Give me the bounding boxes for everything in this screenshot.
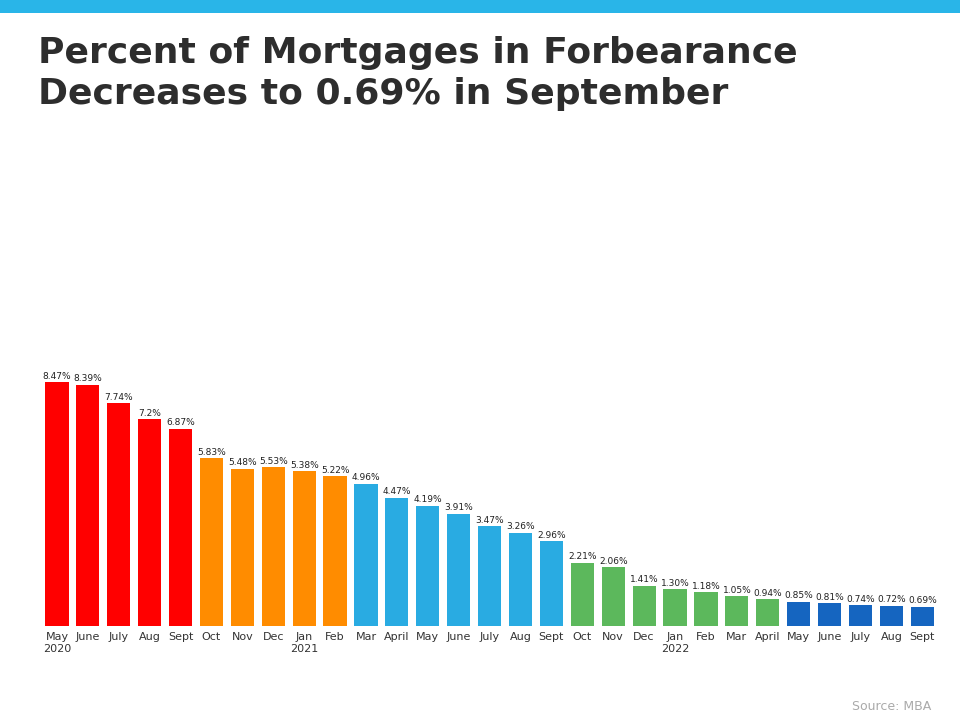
Bar bbox=[571, 563, 594, 626]
Text: Source: MBA: Source: MBA bbox=[852, 700, 931, 713]
Bar bbox=[756, 599, 780, 626]
Text: 1.30%: 1.30% bbox=[660, 579, 689, 588]
Text: 0.72%: 0.72% bbox=[877, 595, 905, 604]
Text: 2.06%: 2.06% bbox=[599, 557, 628, 566]
Text: 0.81%: 0.81% bbox=[815, 593, 844, 602]
Bar bbox=[849, 605, 872, 626]
Text: 5.38%: 5.38% bbox=[290, 461, 319, 470]
Text: 0.94%: 0.94% bbox=[754, 589, 782, 598]
Bar bbox=[879, 606, 903, 626]
Bar bbox=[262, 467, 285, 626]
Text: 1.05%: 1.05% bbox=[723, 585, 752, 595]
Text: 8.47%: 8.47% bbox=[42, 372, 71, 381]
Text: 1.41%: 1.41% bbox=[630, 575, 659, 585]
Text: 3.26%: 3.26% bbox=[506, 522, 535, 531]
Bar bbox=[447, 514, 470, 626]
Text: 3.91%: 3.91% bbox=[444, 503, 473, 513]
Text: 2.96%: 2.96% bbox=[537, 531, 565, 540]
Bar bbox=[633, 586, 656, 626]
Bar bbox=[76, 384, 100, 626]
Text: 0.69%: 0.69% bbox=[908, 596, 937, 605]
Bar bbox=[663, 589, 686, 626]
Bar bbox=[354, 484, 377, 626]
Text: 4.96%: 4.96% bbox=[351, 473, 380, 482]
Bar bbox=[108, 403, 131, 626]
Text: Percent of Mortgages in Forbearance
Decreases to 0.69% in September: Percent of Mortgages in Forbearance Decr… bbox=[38, 36, 798, 111]
Text: 1.18%: 1.18% bbox=[691, 582, 720, 591]
Text: 5.22%: 5.22% bbox=[321, 466, 349, 474]
Bar bbox=[818, 603, 841, 626]
Bar bbox=[293, 472, 316, 626]
Bar bbox=[478, 526, 501, 626]
Text: 5.53%: 5.53% bbox=[259, 456, 288, 466]
Text: 0.74%: 0.74% bbox=[846, 595, 875, 603]
Text: 4.19%: 4.19% bbox=[414, 495, 443, 504]
Bar bbox=[694, 593, 717, 626]
Bar bbox=[200, 459, 223, 626]
Bar bbox=[138, 419, 161, 626]
Bar bbox=[911, 606, 934, 626]
Bar bbox=[169, 428, 192, 626]
Text: 6.87%: 6.87% bbox=[166, 418, 195, 427]
Bar bbox=[787, 602, 810, 626]
Bar bbox=[725, 596, 749, 626]
Text: 3.47%: 3.47% bbox=[475, 516, 504, 525]
Bar bbox=[417, 505, 440, 626]
Bar bbox=[602, 567, 625, 626]
Text: 5.83%: 5.83% bbox=[197, 448, 226, 457]
Text: 4.47%: 4.47% bbox=[383, 487, 411, 496]
Bar bbox=[324, 476, 347, 626]
Text: 0.85%: 0.85% bbox=[784, 592, 813, 600]
Bar bbox=[230, 469, 254, 626]
Bar bbox=[45, 382, 68, 626]
Text: 8.39%: 8.39% bbox=[74, 374, 102, 383]
Text: 7.74%: 7.74% bbox=[105, 393, 133, 402]
Text: 5.48%: 5.48% bbox=[228, 458, 256, 467]
Text: 7.2%: 7.2% bbox=[138, 408, 161, 418]
Text: 2.21%: 2.21% bbox=[568, 552, 596, 562]
Bar bbox=[509, 533, 532, 626]
Bar bbox=[385, 498, 408, 626]
Bar bbox=[540, 541, 563, 626]
